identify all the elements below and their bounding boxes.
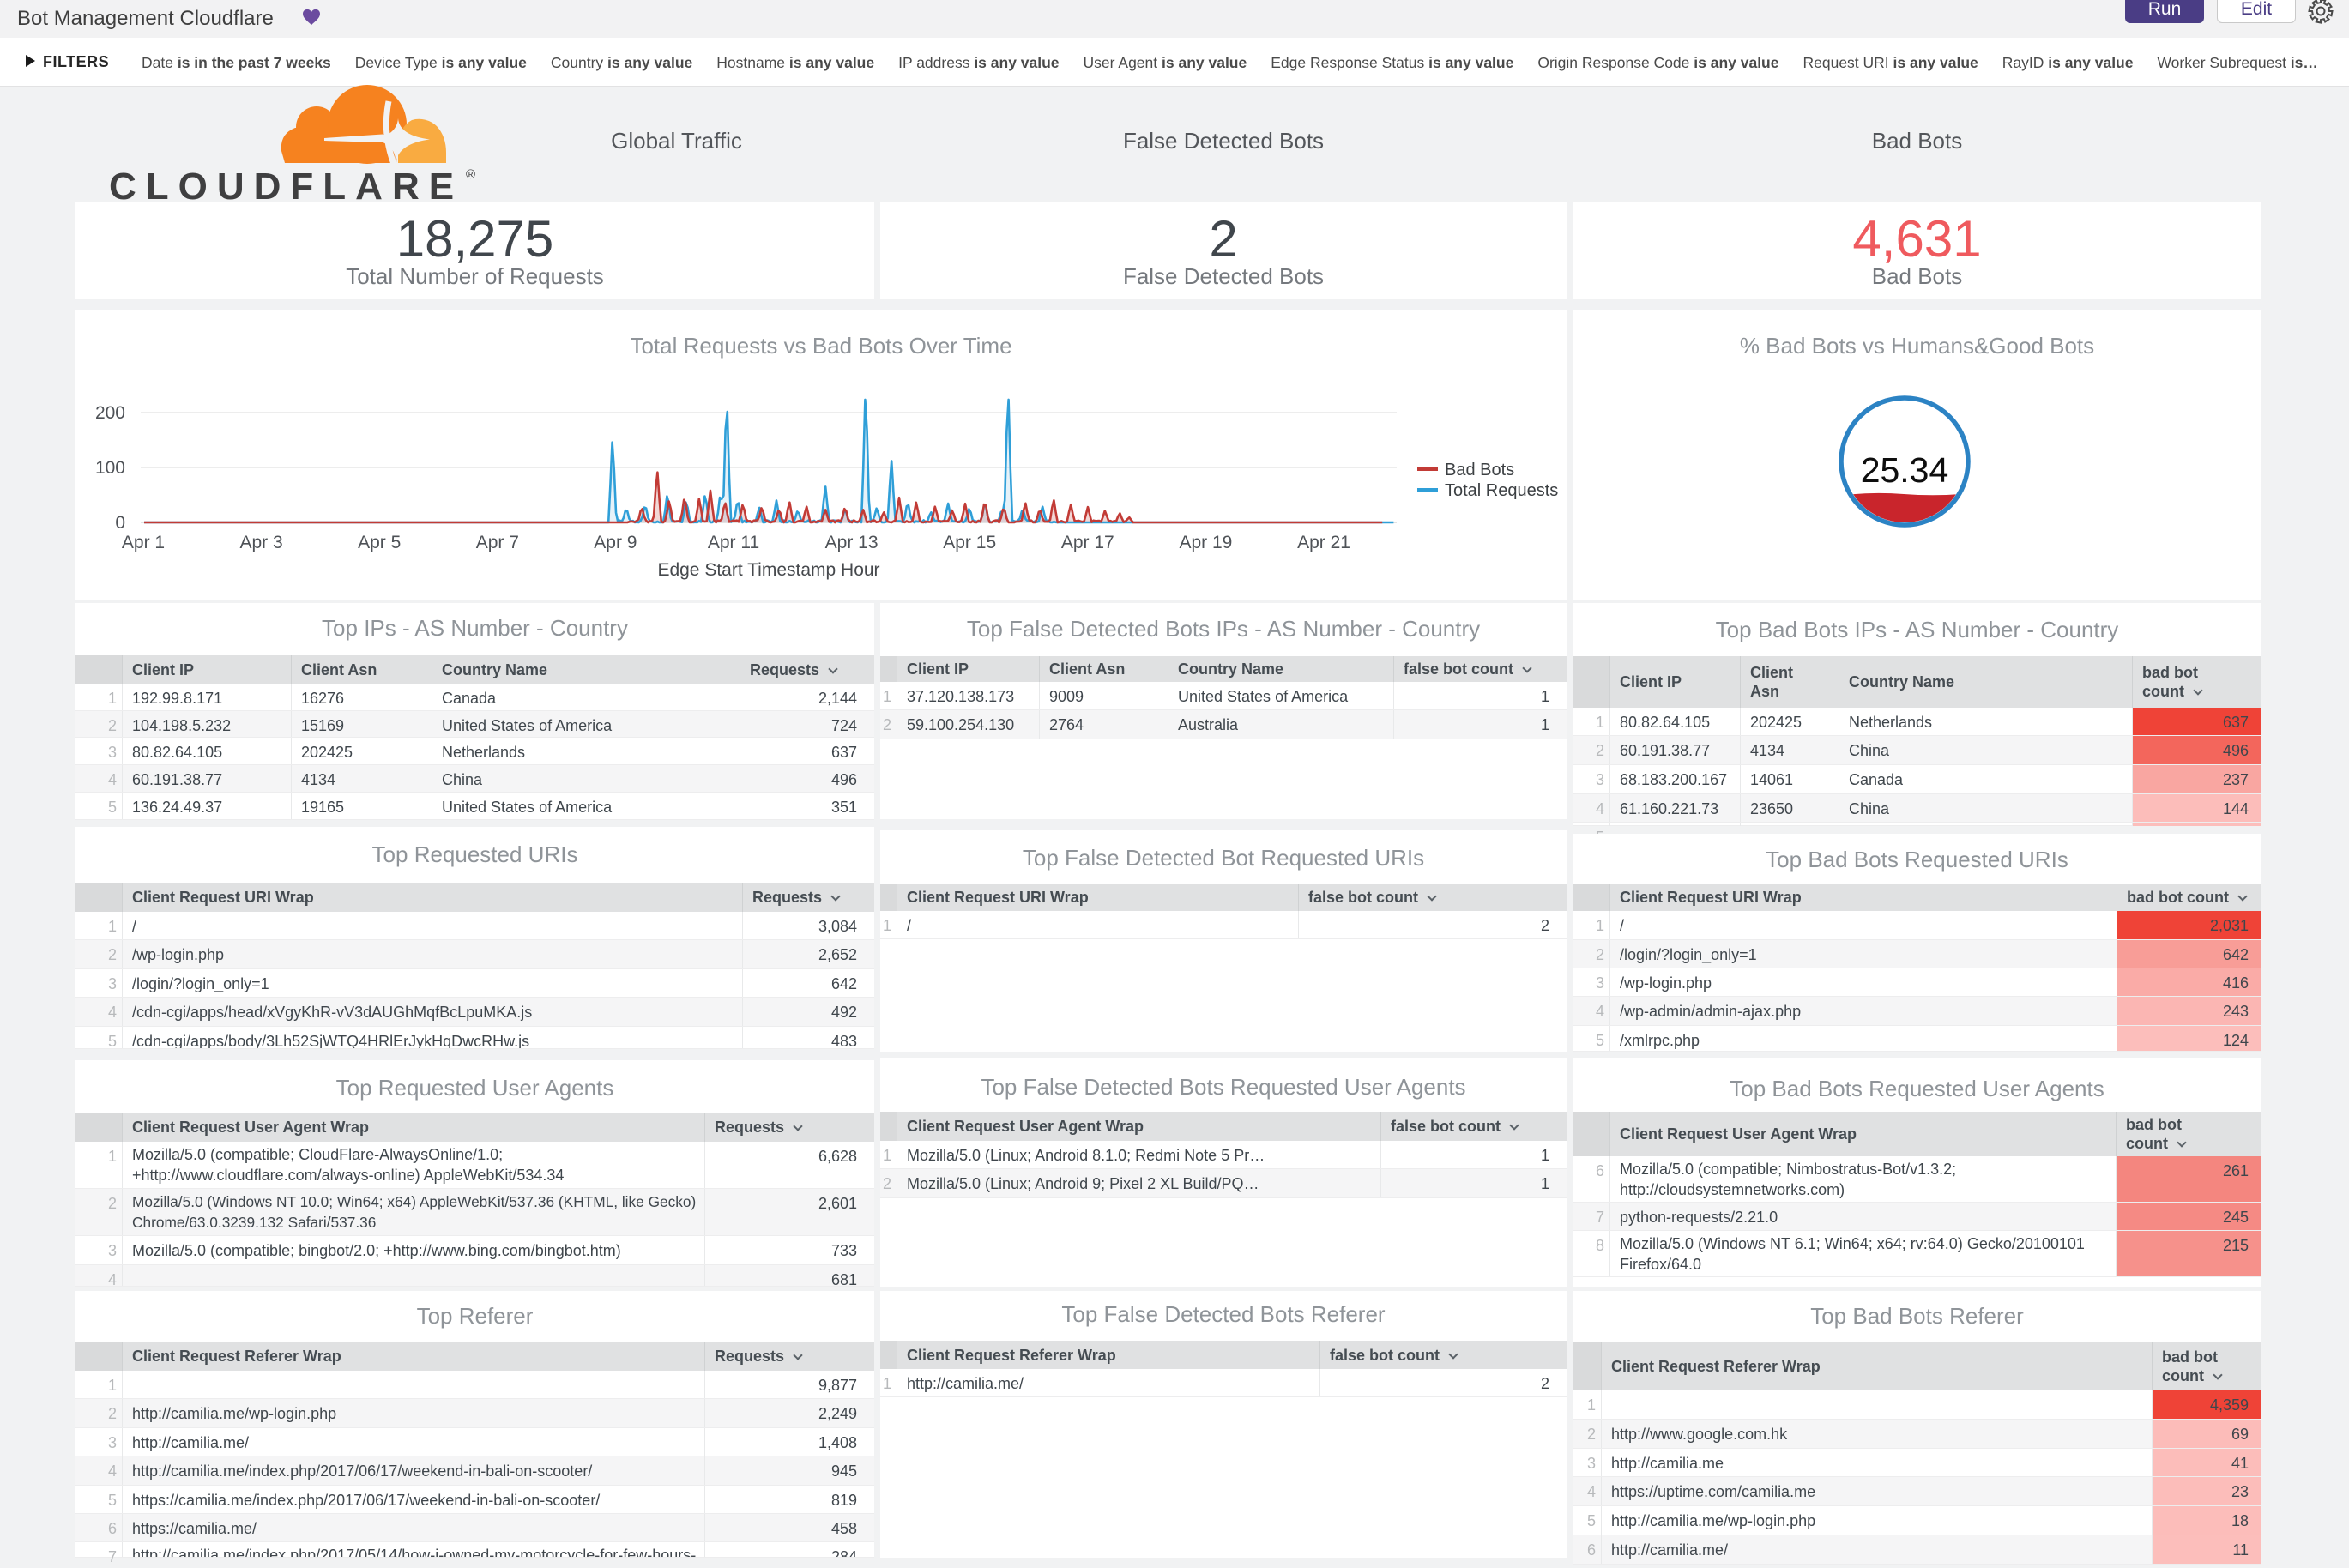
svg-text:®: ® bbox=[466, 167, 475, 182]
svg-text:Edge Start Timestamp Hour: Edge Start Timestamp Hour bbox=[657, 560, 879, 580]
svg-text:100: 100 bbox=[95, 458, 125, 478]
svg-text:Apr 3: Apr 3 bbox=[239, 533, 282, 552]
svg-text:Apr 11: Apr 11 bbox=[708, 533, 759, 552]
svg-text:200: 200 bbox=[95, 403, 125, 423]
svg-text:Apr 5: Apr 5 bbox=[358, 533, 401, 552]
svg-text:Apr 1: Apr 1 bbox=[122, 533, 165, 552]
svg-text:Apr 7: Apr 7 bbox=[476, 533, 519, 552]
svg-text:Apr 19: Apr 19 bbox=[1179, 533, 1232, 552]
svg-text:Bad Bots: Bad Bots bbox=[1445, 461, 1514, 479]
svg-text:Apr 17: Apr 17 bbox=[1061, 533, 1114, 552]
svg-text:25.34: 25.34 bbox=[1861, 450, 1949, 490]
svg-text:0: 0 bbox=[115, 513, 125, 533]
svg-text:Apr 13: Apr 13 bbox=[825, 533, 879, 552]
svg-text:Apr 15: Apr 15 bbox=[943, 533, 996, 552]
svg-text:Apr 9: Apr 9 bbox=[594, 533, 637, 552]
svg-text:Apr 21: Apr 21 bbox=[1297, 533, 1350, 552]
svg-text:Total Requests: Total Requests bbox=[1445, 481, 1558, 500]
svg-text:CLOUDFLARE: CLOUDFLARE bbox=[109, 166, 463, 206]
